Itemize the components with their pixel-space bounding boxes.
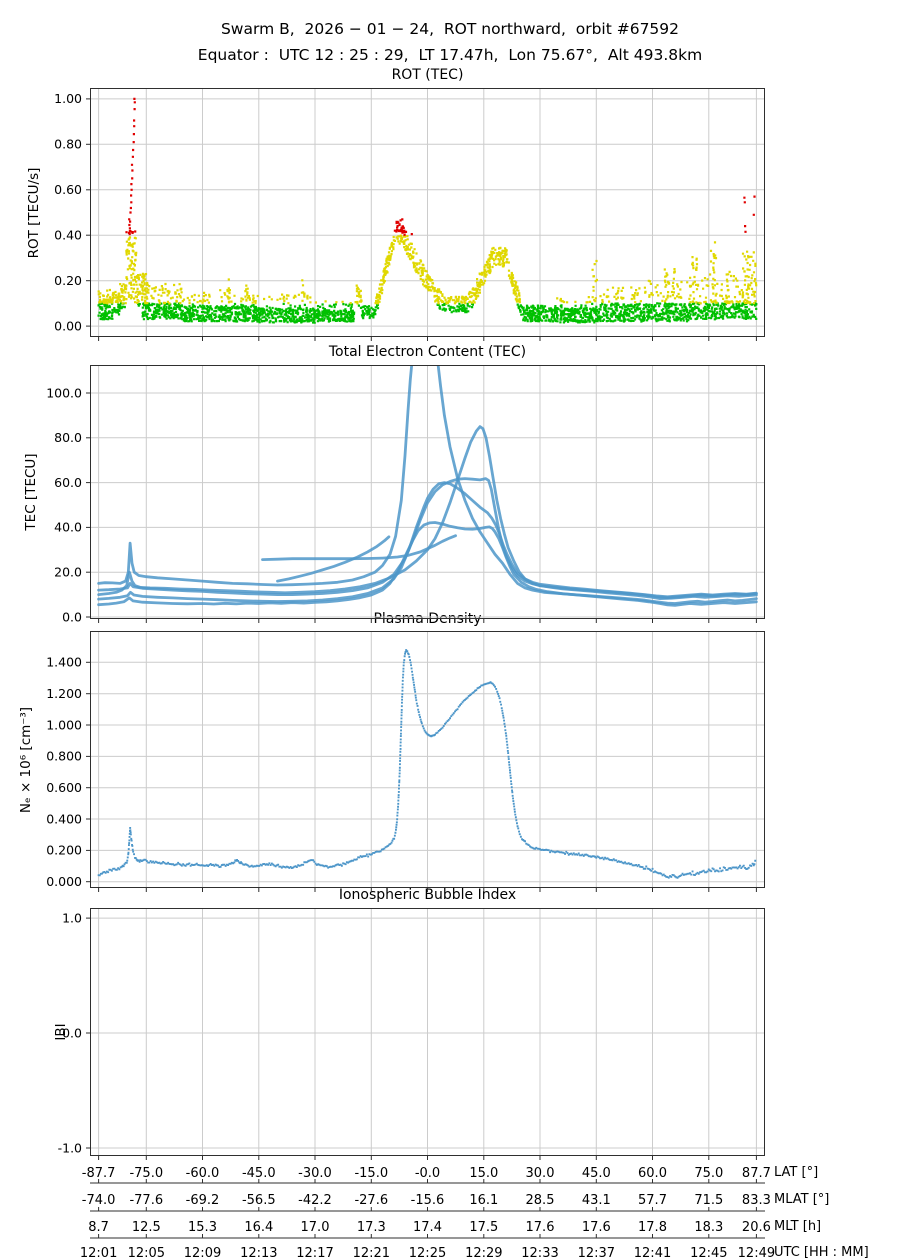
axis-unit-utc: UTC [HH : MM] <box>774 1245 869 1260</box>
rot-scatter-plot: 0.00 0.20 0.40 0.60 0.80 1.00 <box>54 88 765 341</box>
svg-text:12:33: 12:33 <box>521 1246 558 1260</box>
svg-text:15.3: 15.3 <box>188 1220 217 1235</box>
svg-text:0.200: 0.200 <box>46 843 82 858</box>
svg-text:28.5: 28.5 <box>526 1193 555 1208</box>
svg-text:16.4: 16.4 <box>244 1220 273 1235</box>
svg-text:12:41: 12:41 <box>634 1246 671 1260</box>
svg-text:0.80: 0.80 <box>54 137 82 152</box>
svg-text:12:45: 12:45 <box>690 1246 727 1260</box>
axis-unit-mlt: MLT [h] <box>774 1219 822 1234</box>
svg-text:45.0: 45.0 <box>582 1166 611 1181</box>
svg-text:-77.6: -77.6 <box>129 1193 163 1208</box>
svg-text:20.6: 20.6 <box>742 1220 771 1235</box>
ylabel-ne: Nₑ × 10⁶ [cm⁻³] <box>18 706 34 814</box>
svg-text:71.5: 71.5 <box>694 1193 723 1208</box>
svg-text:16.1: 16.1 <box>469 1193 498 1208</box>
svg-text:-15.6: -15.6 <box>411 1193 445 1208</box>
svg-text:0.20: 0.20 <box>54 273 82 288</box>
svg-text:1.200: 1.200 <box>46 686 82 701</box>
svg-text:17.8: 17.8 <box>638 1220 667 1235</box>
svg-text:-42.2: -42.2 <box>298 1193 332 1208</box>
svg-text:0.400: 0.400 <box>46 811 82 826</box>
svg-text:-45.0: -45.0 <box>242 1166 276 1181</box>
axis-unit-mlat: MLAT [°] <box>774 1192 830 1207</box>
svg-text:-15.0: -15.0 <box>354 1166 388 1181</box>
svg-text:60.0: 60.0 <box>638 1166 667 1181</box>
svg-text:87.7: 87.7 <box>742 1166 771 1181</box>
svg-text:83.3: 83.3 <box>742 1193 771 1208</box>
svg-text:1.400: 1.400 <box>46 655 82 670</box>
svg-text:1.00: 1.00 <box>54 91 82 106</box>
series-group <box>97 97 758 324</box>
svg-text:8.7: 8.7 <box>88 1220 109 1235</box>
svg-text:-69.2: -69.2 <box>186 1193 220 1208</box>
svg-text:0.60: 0.60 <box>54 182 82 197</box>
svg-text:30.0: 30.0 <box>526 1166 555 1181</box>
svg-text:75.0: 75.0 <box>694 1166 723 1181</box>
ylabel-tec: TEC [TECU] <box>23 453 39 531</box>
svg-text:0.0: 0.0 <box>62 609 82 624</box>
svg-text:17.4: 17.4 <box>413 1220 442 1235</box>
svg-text:57.7: 57.7 <box>638 1193 667 1208</box>
svg-text:43.1: 43.1 <box>582 1193 611 1208</box>
svg-text:17.6: 17.6 <box>526 1220 555 1235</box>
svg-text:12:25: 12:25 <box>409 1246 446 1260</box>
svg-text:12:13: 12:13 <box>240 1246 277 1260</box>
svg-text:0.0: 0.0 <box>62 1025 82 1040</box>
svg-text:12:17: 12:17 <box>296 1246 333 1260</box>
svg-text:100.0: 100.0 <box>46 385 82 400</box>
svg-text:-75.0: -75.0 <box>129 1166 163 1181</box>
svg-text:12:37: 12:37 <box>578 1246 615 1260</box>
svg-text:17.5: 17.5 <box>469 1220 498 1235</box>
svg-text:1.000: 1.000 <box>46 717 82 732</box>
figure-title: Swarm B, 2026 − 01 − 24, ROT northward, … <box>220 20 680 38</box>
svg-text:20.0: 20.0 <box>54 565 82 580</box>
svg-text:12:01: 12:01 <box>80 1246 117 1260</box>
svg-text:12:21: 12:21 <box>353 1246 390 1260</box>
svg-text:12:09: 12:09 <box>184 1246 221 1260</box>
plasma-density-plot: 0.000 0.200 0.400 0.600 0.800 1.000 1.200 1.400 <box>46 631 765 892</box>
ibi-plot: -1.0 0.0 1.0 <box>58 908 765 1156</box>
ylabel-rot: ROT [TECU/s] <box>26 167 42 259</box>
svg-text:17.0: 17.0 <box>301 1220 330 1235</box>
svg-text:-56.5: -56.5 <box>242 1193 276 1208</box>
svg-text:12:49: 12:49 <box>738 1246 775 1260</box>
svg-text:80.0: 80.0 <box>54 430 82 445</box>
svg-text:0.600: 0.600 <box>46 780 82 795</box>
panel-title-tec: Total Electron Content (TEC) <box>328 344 527 360</box>
svg-text:12:05: 12:05 <box>128 1246 165 1260</box>
svg-text:18.3: 18.3 <box>694 1220 723 1235</box>
svg-text:0.00: 0.00 <box>54 318 82 333</box>
series-group <box>97 649 757 879</box>
axis-unit-lat: LAT [°] <box>774 1165 819 1180</box>
panel-title-rot: ROT (TEC) <box>391 67 464 83</box>
svg-text:-1.0: -1.0 <box>58 1140 82 1155</box>
svg-text:-0.0: -0.0 <box>415 1166 440 1181</box>
svg-text:40.0: 40.0 <box>54 520 82 535</box>
svg-text:0.40: 0.40 <box>54 228 82 243</box>
svg-text:60.0: 60.0 <box>54 475 82 490</box>
svg-text:-60.0: -60.0 <box>186 1166 220 1181</box>
svg-text:12:29: 12:29 <box>465 1246 502 1260</box>
svg-text:-30.0: -30.0 <box>298 1166 332 1181</box>
svg-text:17.6: 17.6 <box>582 1220 611 1235</box>
svg-text:-87.7: -87.7 <box>82 1166 116 1181</box>
figure-subtitle: Equator : UTC 12 : 25 : 29, LT 17.47h, L… <box>197 46 703 64</box>
panel-title-ibi: Ionospheric Bubble Index <box>338 887 517 903</box>
tec-line-plot: 0.0 20.0 40.0 60.0 80.0 100.0 <box>46 365 765 624</box>
bottom-axis-rows: -87.7 -75.0 -60.0 -45.0 -30.0 -15.0 -0.0 15.0 30… <box>80 1156 775 1260</box>
svg-text:1.0: 1.0 <box>62 910 82 925</box>
svg-text:-27.6: -27.6 <box>354 1193 388 1208</box>
svg-text:17.3: 17.3 <box>357 1220 386 1235</box>
series-group <box>97 365 758 607</box>
svg-text:12.5: 12.5 <box>132 1220 161 1235</box>
svg-text:-74.0: -74.0 <box>82 1193 116 1208</box>
svg-text:0.800: 0.800 <box>46 749 82 764</box>
svg-text:0.000: 0.000 <box>46 874 82 889</box>
svg-text:15.0: 15.0 <box>469 1166 498 1181</box>
